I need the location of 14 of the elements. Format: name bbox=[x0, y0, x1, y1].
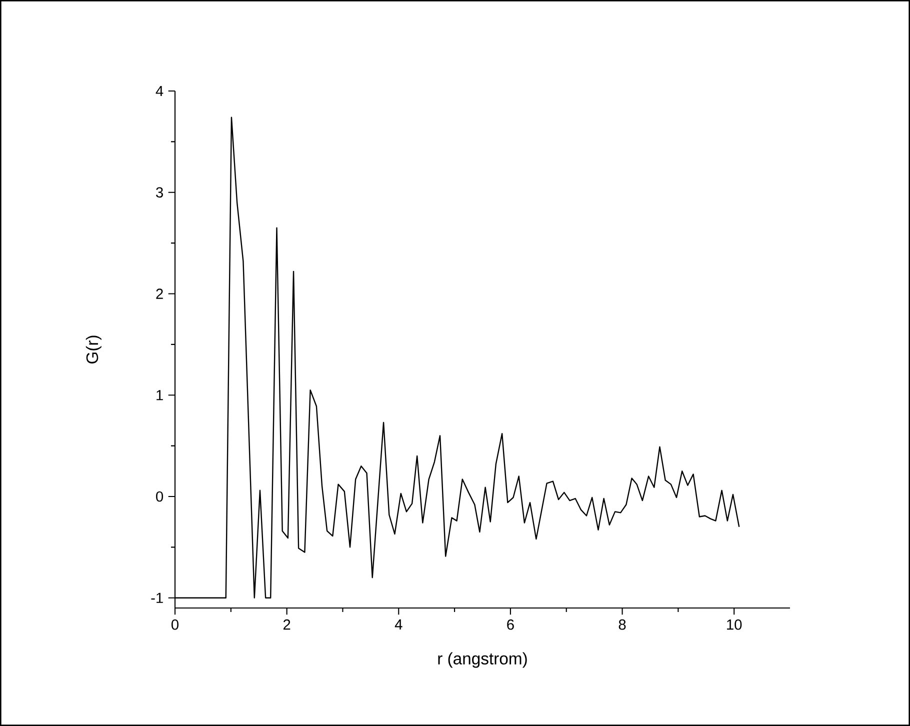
y-tick-label: 4 bbox=[156, 86, 164, 96]
y-tick-label: 3 bbox=[156, 187, 163, 198]
y-tick-label: 0 bbox=[156, 491, 164, 502]
x-tick-label: 8 bbox=[618, 619, 626, 630]
x-tick-label: 6 bbox=[507, 619, 514, 630]
x-tick-label: 2 bbox=[283, 619, 290, 630]
x-tick-label: 0 bbox=[171, 619, 178, 630]
x-tick-label: 4 bbox=[394, 619, 402, 630]
y-axis-title: G(r) bbox=[86, 336, 102, 364]
y-tick-label: 2 bbox=[156, 288, 163, 299]
y-tick-label: 1 bbox=[156, 390, 163, 400]
x-tick-label: 10 bbox=[727, 619, 742, 630]
x-axis-title: r (angstrom) bbox=[438, 652, 527, 668]
y-tick-label: -1 bbox=[151, 592, 163, 603]
